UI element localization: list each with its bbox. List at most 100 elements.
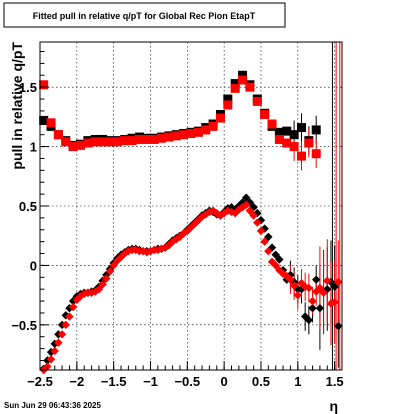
data-point-diamond bbox=[334, 277, 343, 287]
data-point-diamond bbox=[186, 223, 196, 232]
data-point-square bbox=[171, 131, 181, 141]
data-point-square bbox=[112, 137, 122, 147]
grid bbox=[39, 42, 342, 370]
data-point-diamond bbox=[54, 338, 63, 347]
data-point-diamond bbox=[271, 250, 280, 259]
data-point-diamond bbox=[312, 275, 321, 284]
data-point-diamond bbox=[102, 274, 111, 283]
data-point-diamond bbox=[308, 304, 317, 313]
data-point-square bbox=[127, 136, 137, 146]
data-point-diamond bbox=[105, 267, 115, 276]
data-point-square bbox=[39, 115, 49, 125]
x-tick-label: −1 bbox=[143, 374, 158, 389]
data-point-square bbox=[282, 126, 292, 136]
data-point-square bbox=[230, 83, 240, 93]
data-point-diamond bbox=[308, 296, 317, 306]
data-point-square bbox=[208, 121, 218, 131]
data-point-square bbox=[245, 82, 255, 92]
data-point-square bbox=[201, 125, 211, 135]
data-point-diamond bbox=[43, 356, 52, 365]
data-point-square bbox=[120, 136, 130, 146]
data-point-diamond bbox=[65, 312, 74, 321]
data-point-diamond bbox=[253, 208, 262, 218]
data-markers bbox=[39, 70, 343, 375]
y-tick-label: 1.5 bbox=[19, 80, 37, 95]
data-point-diamond bbox=[260, 237, 269, 246]
data-point-diamond bbox=[304, 283, 314, 293]
y-tick-label: 0.5 bbox=[19, 199, 37, 214]
data-point-square bbox=[289, 130, 299, 140]
data-point-square bbox=[61, 137, 71, 147]
data-point-square bbox=[68, 142, 78, 152]
data-point-square bbox=[267, 119, 277, 129]
data-point-diamond bbox=[50, 346, 59, 356]
data-point-diamond bbox=[245, 198, 255, 207]
data-point-square bbox=[149, 134, 159, 144]
data-point-diamond bbox=[242, 193, 251, 202]
data-point-diamond bbox=[57, 330, 67, 339]
data-point-square bbox=[296, 123, 306, 133]
data-point-square bbox=[311, 149, 321, 159]
data-point-square bbox=[311, 125, 321, 135]
data-point-diamond bbox=[234, 205, 244, 214]
data-point-diamond bbox=[98, 280, 107, 289]
data-point-square bbox=[252, 96, 262, 106]
data-point-diamond bbox=[271, 261, 280, 270]
data-point-diamond bbox=[260, 224, 269, 233]
data-point-diamond bbox=[87, 288, 96, 297]
tick-labels: −2.5 −2 −1.5 −1 −0.5 0 0.5 1 1.5 −0.5 0 0.5 1 1.5 bbox=[11, 80, 343, 389]
data-point-diamond bbox=[249, 211, 258, 220]
data-point-square bbox=[105, 137, 115, 147]
data-point-square bbox=[304, 138, 314, 148]
data-point-diamond bbox=[264, 246, 273, 256]
data-point-diamond bbox=[315, 304, 325, 313]
data-point-square bbox=[223, 94, 233, 104]
data-point-square bbox=[289, 142, 299, 152]
data-point-square bbox=[164, 132, 174, 142]
data-point-square bbox=[260, 109, 270, 119]
data-point-square bbox=[142, 134, 152, 144]
data-point-square bbox=[39, 80, 49, 90]
date-stamp: Sun Jun 29 06:43:36 2025 bbox=[4, 401, 101, 410]
data-point-diamond bbox=[208, 206, 218, 215]
data-point-diamond bbox=[94, 284, 104, 294]
data-point-square bbox=[90, 137, 100, 147]
data-point-diamond bbox=[46, 355, 56, 364]
x-axis-title: η bbox=[329, 398, 338, 414]
data-point-diamond bbox=[289, 281, 299, 290]
y-tick-label: −0.5 bbox=[11, 318, 37, 333]
x-tick-label: 0.5 bbox=[252, 374, 270, 389]
x-tick-label: −2.5 bbox=[27, 374, 53, 389]
data-point-diamond bbox=[256, 226, 266, 236]
data-point-square bbox=[215, 113, 225, 123]
data-point-diamond bbox=[161, 243, 170, 252]
x-tick-label: −1.5 bbox=[101, 374, 127, 389]
title-box bbox=[3, 2, 286, 28]
data-point-square bbox=[76, 140, 86, 150]
data-point-square bbox=[193, 127, 203, 137]
data-point-square bbox=[296, 151, 306, 161]
data-point-diamond bbox=[212, 208, 221, 218]
data-point-diamond bbox=[68, 302, 78, 312]
data-point-diamond bbox=[183, 226, 192, 236]
data-point-diamond bbox=[264, 232, 273, 242]
data-point-square bbox=[282, 138, 292, 148]
data-point-diamond bbox=[138, 246, 148, 256]
y-tick-label: 0 bbox=[30, 258, 37, 273]
chart-title: Fitted pull in relative q/pT for Global … bbox=[33, 11, 256, 21]
data-point-square bbox=[274, 127, 284, 137]
data-point-diamond bbox=[330, 282, 339, 292]
data-point-square bbox=[179, 130, 189, 140]
data-point-square bbox=[134, 134, 144, 144]
y-axis-title: pull in relative q/pT bbox=[9, 42, 25, 170]
data-point-square bbox=[46, 118, 56, 128]
data-point-diamond bbox=[76, 292, 85, 301]
data-point-diamond bbox=[315, 283, 325, 293]
data-point-diamond bbox=[304, 315, 314, 325]
x-tick-label: −0.5 bbox=[174, 374, 200, 389]
data-point-diamond bbox=[334, 321, 343, 331]
data-point-diamond bbox=[293, 290, 303, 300]
data-point-square bbox=[230, 79, 240, 89]
data-point-square bbox=[274, 134, 284, 144]
x-tick-label: 1 bbox=[294, 374, 301, 389]
